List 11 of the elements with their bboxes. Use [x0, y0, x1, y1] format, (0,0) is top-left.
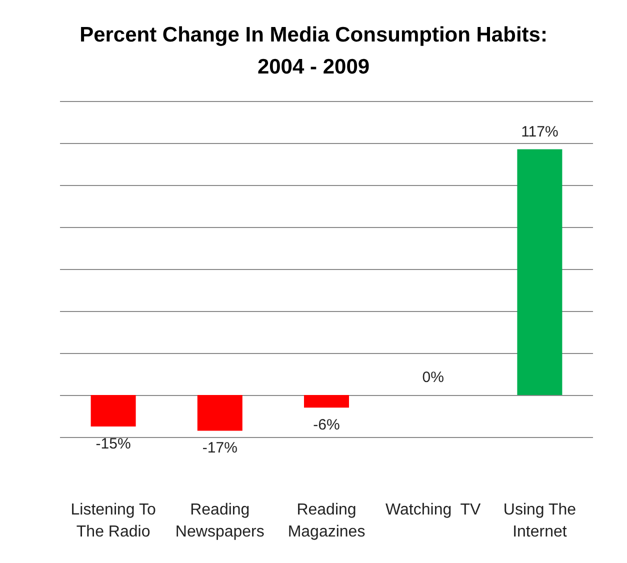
data-label: -15% — [96, 436, 131, 452]
chart-title: Percent Change In Media Consumption Habits: 2004 - 2009 — [80, 24, 548, 78]
data-label: -6% — [313, 416, 340, 434]
x-tick-label: Reading Magazines — [288, 502, 366, 540]
data-label: 117% — [521, 123, 558, 140]
x-tick-label: Listening To The Radio — [70, 502, 156, 540]
x-tick-label: Using The Internet — [503, 502, 576, 540]
data-label: -17% — [202, 440, 238, 457]
x-tick-label: Watching TV — [386, 502, 481, 518]
x-tick-label: Reading Newspapers — [175, 502, 264, 540]
data-label: 0% — [422, 369, 444, 386]
